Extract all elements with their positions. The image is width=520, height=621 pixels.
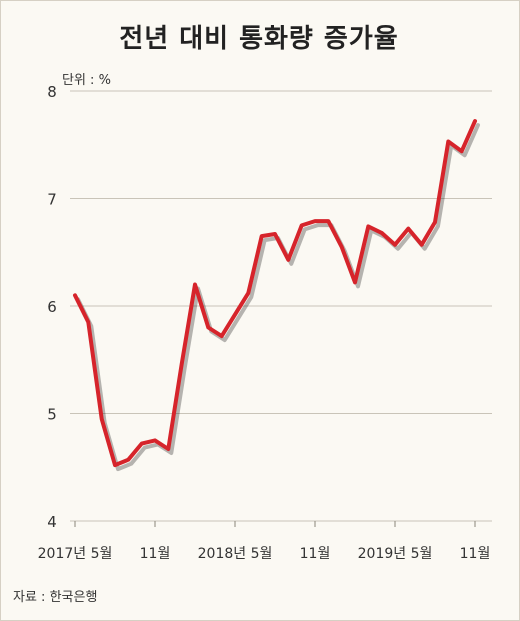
y-axis-ticks: 4 5 6 7 8 bbox=[47, 83, 57, 531]
data-point bbox=[166, 447, 170, 451]
data-point bbox=[233, 313, 237, 317]
data-point bbox=[326, 219, 330, 223]
data-point bbox=[206, 325, 210, 330]
data-point bbox=[113, 463, 117, 467]
series-group bbox=[73, 119, 480, 472]
series-line-shadow bbox=[76, 123, 480, 472]
y-tick-label: 5 bbox=[47, 406, 57, 424]
data-point bbox=[446, 139, 450, 144]
data-point bbox=[473, 119, 477, 123]
y-tick-label: 6 bbox=[47, 298, 57, 316]
data-point bbox=[313, 219, 317, 223]
data-point bbox=[220, 334, 224, 338]
x-tick-label: 11월 bbox=[300, 546, 331, 562]
data-point bbox=[180, 362, 184, 366]
source-label: 자료 : 한국은행 bbox=[13, 590, 98, 605]
data-point bbox=[393, 243, 397, 247]
y-tick-label: 7 bbox=[47, 191, 57, 209]
data-point bbox=[260, 234, 264, 238]
x-tick-label: 2019년 5월 bbox=[358, 546, 433, 562]
x-tick-label: 11월 bbox=[140, 546, 171, 562]
data-point bbox=[366, 224, 370, 229]
data-point bbox=[193, 282, 197, 287]
data-point bbox=[153, 438, 157, 442]
data-point bbox=[420, 243, 424, 247]
data-point bbox=[406, 227, 410, 231]
data-point bbox=[86, 320, 90, 324]
data-point bbox=[433, 220, 437, 224]
y-tick-label: 8 bbox=[47, 83, 57, 101]
data-point bbox=[140, 442, 144, 446]
y-tick-label: 4 bbox=[47, 513, 57, 531]
chart-title: 전년 대비 통화량 증가율 bbox=[119, 24, 399, 54]
data-point bbox=[380, 231, 384, 235]
x-tick-label: 2018년 5월 bbox=[198, 546, 273, 562]
data-point bbox=[100, 417, 104, 421]
data-point bbox=[300, 223, 304, 227]
data-point bbox=[460, 149, 464, 153]
unit-label: 단위 : % bbox=[62, 73, 111, 88]
x-tick-label: 2017년 5월 bbox=[38, 546, 113, 562]
x-axis-ticks: 2017년 5월 11월 2018년 5월 11월 2019년 5월 11월 bbox=[38, 521, 491, 562]
data-point bbox=[73, 293, 77, 297]
grid-lines bbox=[70, 90, 492, 522]
data-point bbox=[273, 232, 277, 236]
data-point bbox=[353, 280, 357, 284]
data-point bbox=[246, 291, 250, 295]
data-point bbox=[286, 258, 290, 262]
data-point bbox=[340, 245, 344, 249]
x-tick-label: 11월 bbox=[460, 546, 491, 562]
data-point bbox=[126, 458, 130, 462]
